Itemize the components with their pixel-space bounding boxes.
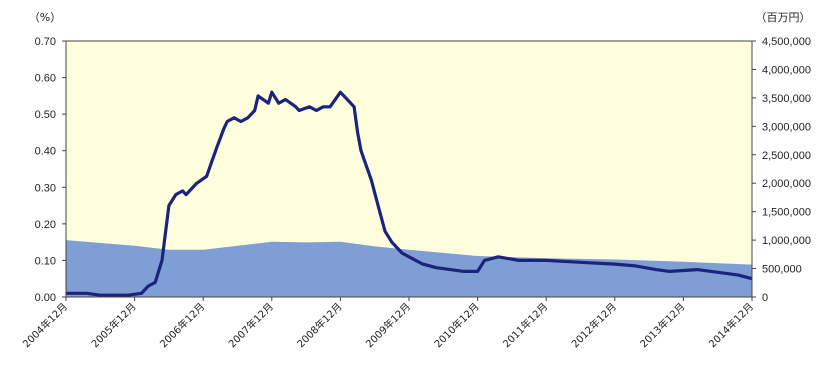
right-axis-unit: （百万円） xyxy=(756,11,811,24)
right-tick-label: 3,000,000 xyxy=(762,121,811,133)
left-tick-label: 0.20 xyxy=(35,219,56,231)
right-tick-label: 0 xyxy=(762,292,768,304)
x-tick-label: 2010年12月 xyxy=(431,300,481,350)
right-tick-label: 2,000,000 xyxy=(762,178,811,190)
left-tick-label: 0.00 xyxy=(35,292,56,304)
right-tick-label: 3,500,000 xyxy=(762,93,811,105)
left-tick-label: 0.50 xyxy=(35,109,56,121)
x-tick-label: 2011年12月 xyxy=(500,300,550,350)
right-tick-label: 1,000,000 xyxy=(762,235,811,247)
x-tick-label: 2014年12月 xyxy=(706,300,756,350)
x-tick-label: 2004年12月 xyxy=(20,300,70,350)
right-tick-label: 500,000 xyxy=(762,264,802,276)
x-tick-label: 2012年12月 xyxy=(569,300,619,350)
area-series-0 xyxy=(66,240,752,297)
right-tick-label: 1,500,000 xyxy=(762,207,811,219)
x-tick-label: 2009年12月 xyxy=(363,300,413,350)
left-axis-unit: （%） xyxy=(29,11,61,24)
left-tick-label: 0.70 xyxy=(35,36,56,48)
left-tick-label: 0.40 xyxy=(35,146,56,158)
x-tick-label: 2006年12月 xyxy=(157,300,207,350)
x-tick-label: 2005年12月 xyxy=(88,300,138,350)
left-tick-label: 0.30 xyxy=(35,182,56,194)
x-tick-label: 2008年12月 xyxy=(294,300,344,350)
right-tick-label: 2,500,000 xyxy=(762,150,811,162)
line-series-1 xyxy=(66,90,753,297)
right-tick-label: 4,000,000 xyxy=(762,64,811,76)
left-tick-label: 0.10 xyxy=(35,255,56,267)
left-tick-label: 0.60 xyxy=(35,73,56,85)
x-tick-label: 2013年12月 xyxy=(637,300,687,350)
x-tick-label: 2007年12月 xyxy=(226,300,276,350)
right-tick-label: 4,500,000 xyxy=(762,36,811,48)
